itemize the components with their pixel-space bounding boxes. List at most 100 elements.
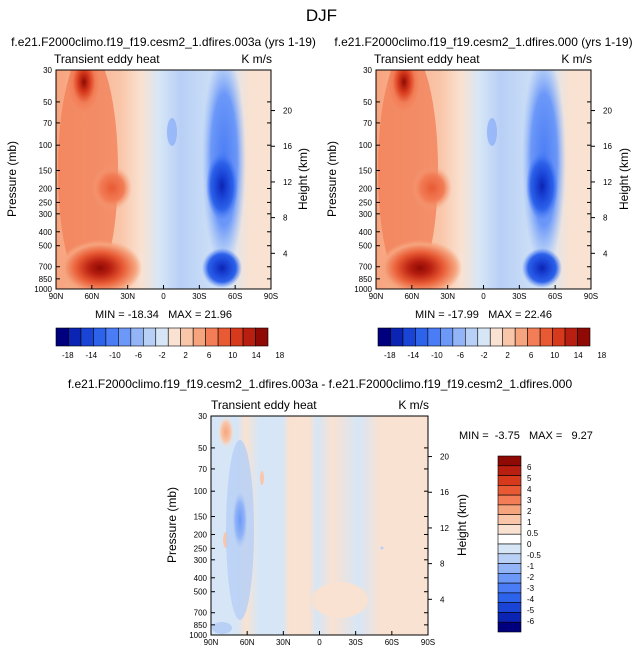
y2-tick-label: 20	[603, 107, 612, 116]
colorbar-swatch	[497, 494, 522, 506]
colorbar: -18 -14 -10 -6 -2 2 6 10 14 18	[55, 327, 285, 360]
colorbar: -18 -14 -10 -6 -2 2 6 10 14 18	[377, 327, 607, 360]
min-max-text: MIN = -3.75 MAX = 9.27	[459, 430, 593, 442]
colorbar-swatch	[497, 563, 522, 574]
colorbar-label: 1	[527, 518, 532, 527]
min-max-text: MIN = -17.99 MAX = 22.46	[415, 309, 552, 321]
colorbar-label: -14	[86, 351, 98, 360]
colorbar-label: -14	[408, 351, 420, 360]
colorbar-swatch	[390, 327, 404, 347]
colorbar-label: 5	[527, 474, 532, 483]
colorbar-swatch	[142, 327, 157, 347]
x-tick-label: 0	[317, 638, 322, 647]
colorbar-label: 18	[275, 351, 284, 360]
y2-tick-label: 8	[283, 214, 288, 223]
colorbar-swatch	[497, 553, 522, 564]
colorbar-swatch	[440, 327, 454, 347]
colorbar-label: 6	[207, 351, 212, 360]
colorbar-swatch	[497, 455, 522, 467]
y-axis-label: Pressure (mb)	[325, 141, 339, 217]
x-tick-label: 0	[161, 292, 166, 301]
colorbar-label: -5	[527, 606, 535, 615]
colorbar-swatch	[242, 327, 256, 347]
y-tick-label: 400	[194, 574, 208, 583]
y-axis-height: 20 16 12 8 4	[271, 107, 292, 258]
y2-tick-label: 8	[440, 560, 445, 569]
colorbar-swatch	[377, 327, 391, 347]
x-axis: 90N 60N 30N 0 30S 60S 90S	[49, 285, 278, 301]
colorbar-swatch	[464, 327, 479, 347]
y-tick-label: 30	[43, 66, 52, 75]
x-tick-label: 60N	[240, 638, 255, 647]
colorbar-swatch	[497, 514, 522, 525]
y-tick-label: 50	[363, 98, 372, 107]
colorbar-label: 10	[550, 351, 559, 360]
contour-field	[211, 416, 428, 635]
y-tick-label: 250	[194, 544, 208, 553]
y2-tick-label: 4	[440, 595, 445, 604]
colorbar-swatch	[180, 327, 194, 347]
colorbar-swatch	[255, 327, 269, 347]
y-tick-label: 500	[39, 242, 53, 251]
y-tick-label: 70	[43, 119, 52, 128]
y-axis-height: 20 16 12 8 4	[428, 453, 449, 604]
y-tick-label: 200	[39, 184, 53, 193]
x-tick-label: 30S	[349, 638, 363, 647]
colorbar-swatch	[427, 327, 441, 347]
x-tick-label: 30N	[440, 292, 455, 301]
colorbar-label: 6	[529, 351, 534, 360]
y-tick-label: 150	[39, 167, 53, 176]
colorbar-swatch	[93, 327, 107, 347]
colorbar-swatch	[497, 465, 522, 476]
y2-tick-label: 16	[603, 142, 612, 151]
y-tick-label: 400	[39, 228, 53, 237]
y-tick-label: 200	[359, 184, 373, 193]
x-axis: 90N 60N 30N 0 30S 60S 90S	[369, 285, 598, 301]
colorbar-label: 10	[228, 351, 237, 360]
colorbar-swatch	[489, 327, 504, 347]
x-tick-label: 30N	[120, 292, 135, 301]
colorbar-label: 6	[527, 463, 532, 472]
colorbar-swatch	[105, 327, 119, 347]
y2-tick-label: 16	[283, 142, 292, 151]
colorbar-swatch	[539, 327, 553, 347]
y-tick-label: 1000	[34, 285, 52, 294]
panel-title: f.e21.F2000climo.f19_f19.cesm2_1.dfires.…	[68, 377, 573, 391]
left-string: Transient eddy heat	[211, 398, 317, 412]
x-tick-label: 60S	[548, 292, 562, 301]
y-tick-label: 500	[359, 242, 373, 251]
y2-tick-label: 16	[440, 488, 449, 497]
colorbar-swatch	[477, 327, 491, 347]
colorbar-swatch	[155, 327, 169, 347]
colorbar-swatch	[130, 327, 144, 347]
colorbar-swatch	[497, 573, 522, 584]
y-tick-label: 300	[194, 556, 208, 565]
y-tick-label: 300	[359, 210, 373, 219]
x-tick-label: 30S	[192, 292, 206, 301]
colorbar-swatch	[55, 327, 69, 347]
colorbar-label: 0.5	[527, 529, 539, 538]
colorbar-label: -6	[457, 351, 465, 360]
colorbar-label: 2	[183, 351, 188, 360]
y-axis-right-label: Height (km)	[296, 148, 310, 210]
colorbar-label: 0	[527, 540, 532, 549]
y-tick-label: 700	[39, 263, 53, 272]
colorbar-swatch	[167, 327, 182, 347]
y2-tick-label: 20	[283, 107, 292, 116]
colorbar-swatch	[118, 327, 132, 347]
colorbar-label: -0.5	[527, 551, 541, 560]
colorbar-label: -6	[527, 617, 535, 626]
colorbar-swatch	[497, 592, 522, 603]
panel-title: f.e21.F2000climo.f19_f19.cesm2_1.dfires.…	[334, 35, 632, 49]
x-tick-label: 30N	[276, 638, 291, 647]
panel-control-000: f.e21.F2000climo.f19_f19.cesm2_1.dfires.…	[325, 35, 633, 360]
colorbar-swatch	[527, 327, 541, 347]
colorbar-swatch	[514, 327, 528, 347]
colorbar-label: -4	[527, 595, 535, 604]
panel-title: f.e21.F2000climo.f19_f19.cesm2_1.dfires.…	[11, 35, 316, 49]
colorbar-swatch	[497, 582, 522, 594]
colorbar-swatch	[230, 327, 244, 347]
